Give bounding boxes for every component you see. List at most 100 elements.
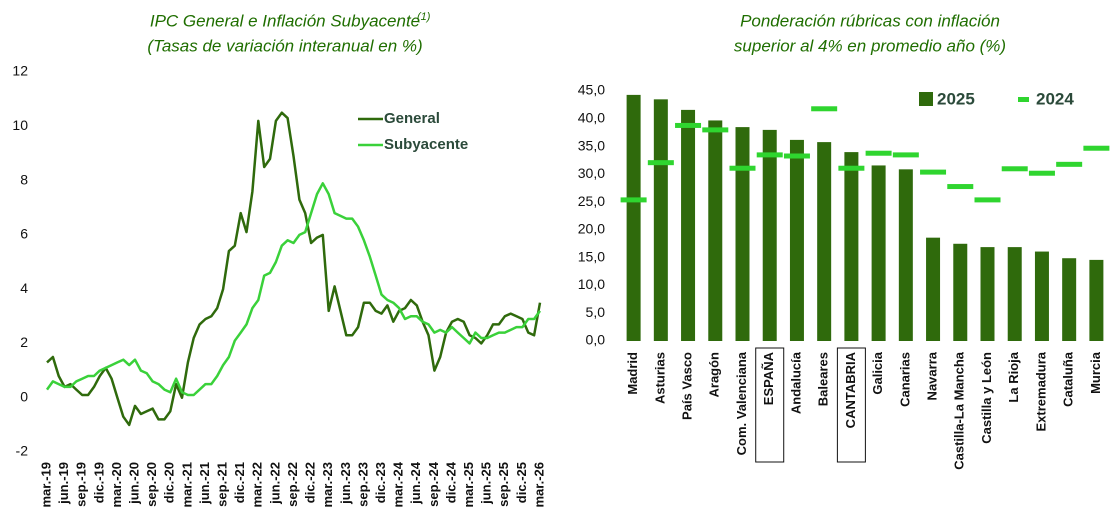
- marker: [620, 197, 647, 203]
- bar: [626, 94, 641, 341]
- x-tick-label: dic.-23: [373, 462, 388, 503]
- x-tick-label: sep.-25: [496, 462, 511, 507]
- x-tick-label: País Vasco: [679, 352, 694, 420]
- x-tick-label: Galicia: [870, 351, 885, 394]
- x-tick-label: jun.-19: [56, 462, 71, 505]
- title-note: (1): [417, 11, 431, 23]
- marker: [974, 197, 1001, 203]
- x-tick-label: dic.-20: [162, 462, 177, 503]
- x-tick-label: jun.-20: [126, 462, 141, 505]
- bar: [1062, 258, 1077, 341]
- bar: [708, 120, 723, 341]
- y-tick-label: 25,0: [578, 193, 605, 209]
- x-tick-label: dic.-19: [91, 462, 106, 503]
- x-tick-label: sep.-22: [285, 462, 300, 507]
- bar: [653, 99, 668, 341]
- x-tick-label: dic.-24: [443, 461, 458, 503]
- y-tick-label: 20,0: [578, 221, 605, 237]
- x-tick-label: mar.-24: [391, 461, 406, 507]
- x-tick-label: sep.-24: [426, 461, 441, 507]
- y-tick-label: 35,0: [578, 137, 605, 153]
- legend-label: General: [384, 110, 440, 127]
- series-line: [46, 111, 542, 427]
- x-tick-label: mar.-20: [109, 462, 124, 508]
- y-tick-label: 2: [20, 334, 28, 350]
- marker: [756, 152, 783, 158]
- x-tick-label: jun.-24: [408, 461, 423, 505]
- y-tick-label: 6: [20, 226, 28, 242]
- bar: [871, 165, 886, 341]
- x-tick-label: CANTABRIA: [843, 351, 858, 428]
- y-tick-label: 30,0: [578, 165, 605, 181]
- y-tick-label: 12: [12, 63, 28, 79]
- marker: [947, 184, 974, 190]
- x-tick-label: dic.-22: [303, 462, 318, 503]
- marker: [920, 169, 947, 175]
- marker: [729, 165, 756, 171]
- x-tick-label: Castilla y León: [979, 352, 994, 444]
- bar: [1007, 247, 1022, 341]
- marker: [1001, 166, 1028, 172]
- bar: [926, 237, 941, 341]
- x-tick-label: mar.-23: [320, 462, 335, 508]
- x-tick-label: Navarra: [924, 351, 939, 400]
- x-tick-label: mar.-25: [461, 462, 476, 508]
- x-tick-label: Canarias: [897, 352, 912, 407]
- chart-title: Ponderación rúbricas con inflación: [740, 11, 1000, 30]
- x-tick-label: mar.-22: [250, 462, 265, 508]
- marker: [892, 152, 919, 158]
- marker: [675, 122, 702, 128]
- highlight-box: [755, 347, 785, 463]
- marker: [783, 153, 810, 159]
- x-tick-label: Cataluña: [1061, 351, 1076, 407]
- bar: [1034, 251, 1049, 341]
- x-tick-label: jun.-22: [267, 462, 282, 505]
- bar: [735, 127, 750, 341]
- y-tick-label: 10: [12, 117, 28, 133]
- marker: [838, 165, 865, 171]
- x-tick-label: sep.-20: [144, 462, 159, 507]
- highlight-box: [836, 347, 866, 463]
- x-tick-label: Asturias: [652, 352, 667, 404]
- y-tick-label: 45,0: [578, 82, 605, 98]
- bar: [1089, 259, 1104, 341]
- marker: [647, 160, 674, 166]
- x-tick-label: jun.-21: [197, 462, 212, 505]
- x-tick-label: jun.-23: [338, 462, 353, 505]
- y-tick-label: 10,0: [578, 276, 605, 292]
- marker: [1028, 170, 1055, 176]
- marker: [811, 106, 838, 112]
- marker: [702, 127, 729, 133]
- x-tick-label: Murcia: [1088, 351, 1103, 394]
- legend-label: 2025: [937, 89, 975, 108]
- x-tick-label: sep.-23: [355, 462, 370, 507]
- x-tick-label: mar.-19: [38, 462, 53, 508]
- bar: [817, 142, 832, 341]
- x-tick-label: La Rioja: [1006, 351, 1021, 402]
- x-tick-label: Extremadura: [1033, 351, 1048, 431]
- y-tick-label: 0,0: [586, 332, 606, 348]
- chart-subtitle: (Tasas de variación interanual en %): [147, 36, 422, 55]
- y-tick-label: 40,0: [578, 109, 605, 125]
- legend-label: Subyacente: [384, 136, 468, 153]
- bar: [844, 152, 859, 341]
- bar: [898, 169, 913, 341]
- y-tick-label: -2: [16, 443, 29, 459]
- marker: [1083, 145, 1110, 151]
- x-tick-label: Baleares: [816, 352, 831, 406]
- marker: [1056, 161, 1083, 167]
- x-tick-label: sep.-21: [215, 462, 230, 507]
- x-tick-label: Andalucía: [788, 351, 803, 414]
- bar: [980, 247, 995, 341]
- bar: [953, 243, 968, 341]
- chart-subtitle: superior al 4% en promedio año (%): [734, 36, 1006, 55]
- x-tick-label: Castilla-La Mancha: [952, 351, 967, 470]
- x-tick-label: mar.-26: [531, 462, 546, 508]
- chart-title: IPC General e Inflación Subyacente: [150, 11, 420, 30]
- legend-label: 2024: [1036, 89, 1074, 108]
- x-tick-label: sep.-19: [74, 462, 89, 507]
- x-tick-label: dic.-25: [514, 462, 529, 503]
- x-tick-label: Aragón: [707, 352, 722, 398]
- y-tick-label: 4: [20, 280, 28, 296]
